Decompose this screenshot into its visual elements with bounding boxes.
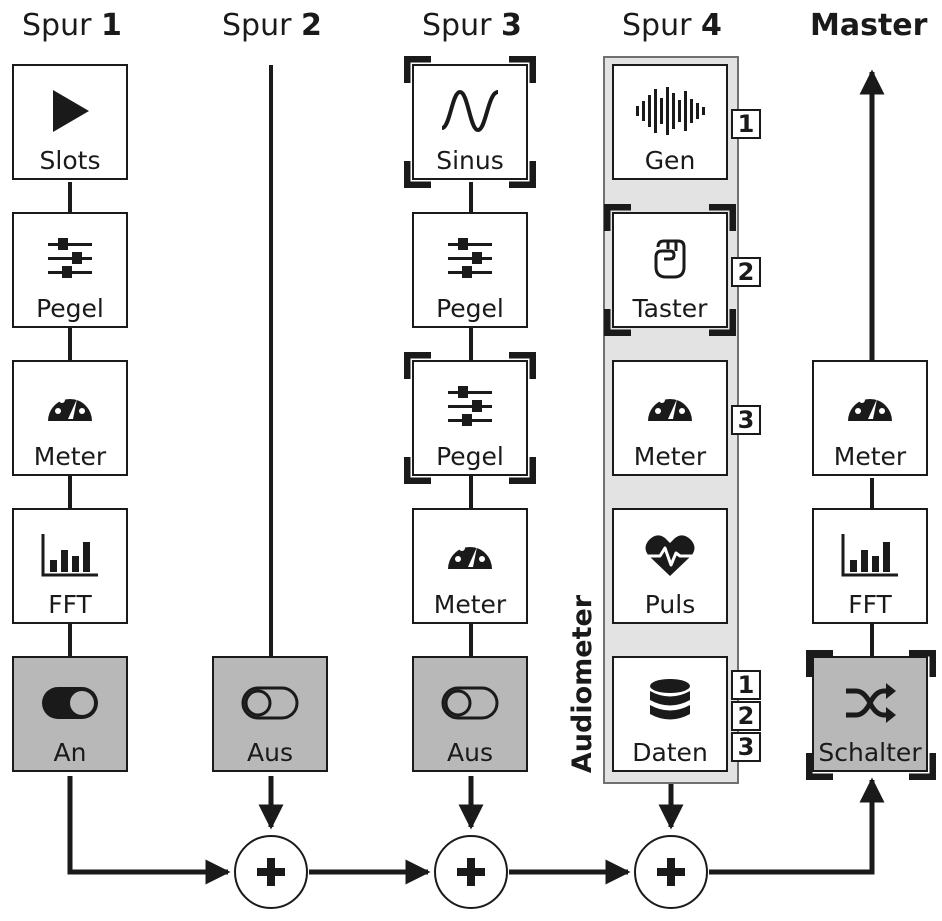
channel-badge: 3 (731, 405, 761, 435)
sum-node (634, 835, 708, 909)
track-header-1-prefix: Spur (22, 8, 101, 43)
gauge-icon (614, 376, 726, 438)
gauge-icon (814, 376, 926, 438)
module-meter-label: Meter (833, 442, 907, 471)
module-slots[interactable]: Slots (12, 64, 128, 180)
module-fft-label: FFT (48, 590, 92, 619)
module-switch-off-label: Aus (447, 738, 493, 767)
bar-chart-icon (14, 524, 126, 586)
module-meter-label: Meter (633, 442, 707, 471)
module-taster-label: Taster (632, 294, 708, 323)
track-header-3-number: 3 (500, 8, 522, 43)
module-fft-label: FFT (848, 590, 892, 619)
play-icon (14, 80, 126, 142)
plus-icon (457, 858, 485, 886)
master-header: Master (810, 8, 928, 43)
sliders-icon (414, 376, 526, 438)
track-header-1: Spur 1 (22, 6, 122, 46)
heart-pulse-icon (614, 524, 726, 586)
module-meter-label: Meter (433, 590, 507, 619)
module-meter[interactable]: Meter (812, 360, 928, 476)
track1-to-sum1-arrow (67, 776, 231, 885)
module-daten-label: Daten (632, 738, 708, 767)
bar-chart-icon (814, 524, 926, 586)
module-fft[interactable]: FFT (12, 508, 128, 624)
track-header-4-prefix: Spur (622, 8, 701, 43)
module-pegel-selected[interactable]: Pegel (412, 360, 528, 476)
track-header-2: Spur 2 (222, 6, 322, 46)
fist-icon (614, 228, 726, 290)
channel-badge: 1 (731, 109, 761, 139)
module-taster[interactable]: Taster (612, 212, 728, 328)
module-daten[interactable]: Daten (612, 656, 728, 772)
track-header-2-prefix: Spur (222, 8, 301, 43)
module-pegel-label: Pegel (36, 294, 104, 323)
audiometer-group-label: Audiometer (567, 594, 598, 774)
channel-badge: 3 (731, 732, 761, 762)
sum3-to-master-arrow (709, 777, 885, 875)
gauge-icon (414, 524, 526, 586)
sum-node (434, 835, 508, 909)
module-meter[interactable]: Meter (612, 360, 728, 476)
sliders-icon (414, 228, 526, 290)
module-meter-label: Meter (33, 442, 107, 471)
module-puls-label: Puls (644, 590, 696, 619)
track-header-3: Spur 3 (422, 6, 522, 46)
module-meter[interactable]: Meter (12, 360, 128, 476)
module-switch-off[interactable]: Aus (412, 656, 528, 772)
track-header-2-number: 2 (300, 8, 322, 43)
track-header-4-number: 4 (700, 8, 722, 43)
sine-wave-icon (414, 80, 526, 142)
track-header-1-number: 1 (100, 8, 122, 43)
shuffle-icon (814, 672, 926, 734)
gauge-icon (14, 376, 126, 438)
database-icon (614, 672, 726, 734)
sum-node (234, 835, 308, 909)
module-pegel-label: Pegel (436, 442, 504, 471)
module-switch-off-label: Aus (247, 738, 293, 767)
track-header-3-prefix: Spur (422, 8, 501, 43)
module-sinus[interactable]: Sinus (412, 64, 528, 180)
module-switch-on[interactable]: An (12, 656, 128, 772)
module-switch-on-label: An (53, 738, 87, 767)
module-schalter[interactable]: Schalter (812, 656, 928, 772)
track-header-4: Spur 4 (622, 6, 722, 46)
channel-badge: 2 (731, 257, 761, 287)
channel-badge: 1 (731, 670, 761, 700)
plus-icon (657, 858, 685, 886)
toggle-off-icon (414, 672, 526, 734)
module-schalter-label: Schalter (818, 738, 922, 767)
module-gen-label: Gen (644, 146, 696, 175)
toggle-on-icon (14, 672, 126, 734)
toggle-off-icon (214, 672, 326, 734)
module-pegel[interactable]: Pegel (412, 212, 528, 328)
module-sinus-label: Sinus (436, 146, 504, 175)
module-pegel-label: Pegel (436, 294, 504, 323)
module-pegel[interactable]: Pegel (12, 212, 128, 328)
module-gen[interactable]: Gen (612, 64, 728, 180)
sliders-icon (14, 228, 126, 290)
plus-icon (257, 858, 285, 886)
module-slots-label: Slots (39, 146, 101, 175)
channel-badge: 2 (731, 701, 761, 731)
waveform-icon (614, 80, 726, 142)
module-switch-off[interactable]: Aus (212, 656, 328, 772)
module-fft[interactable]: FFT (812, 508, 928, 624)
module-meter[interactable]: Meter (412, 508, 528, 624)
module-puls[interactable]: Puls (612, 508, 728, 624)
